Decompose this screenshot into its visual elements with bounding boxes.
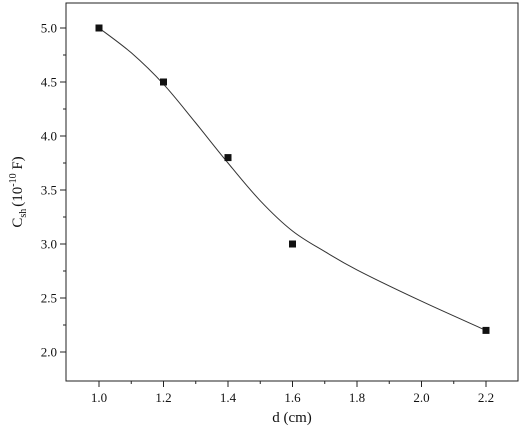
plot-frame [65, 2, 519, 382]
y-label-sup: -10 [8, 173, 19, 186]
x-tick-label: 2.2 [478, 390, 494, 405]
x-axis-ticks: 1.0 1.2 1.4 1.6 1.8 2.0 2.2 [91, 381, 494, 405]
x-tick-label: 1.6 [284, 390, 301, 405]
data-point [224, 154, 232, 162]
data-point [482, 326, 490, 334]
x-tick-label: 1.8 [349, 390, 365, 405]
y-label-mid: (10 [10, 187, 26, 207]
y-label-end: F) [10, 156, 26, 173]
x-tick-label: 2.0 [413, 390, 429, 405]
y-tick-label: 2.0 [41, 345, 57, 360]
fit-curve [98, 27, 487, 331]
x-tick-label: 1.0 [91, 390, 107, 405]
y-axis-label: Csh (10-10 F) [8, 156, 29, 227]
x-axis-label: d (cm) [272, 410, 312, 426]
y-tick-label: 2.5 [41, 291, 57, 306]
y-tick-label: 4.0 [41, 129, 57, 144]
y-tick-label: 5.0 [41, 21, 57, 36]
y-label-sub: sh [18, 209, 29, 218]
y-tick-label: 3.0 [41, 237, 57, 252]
x-tick-label: 1.4 [220, 390, 237, 405]
x-tick-label: 1.2 [155, 390, 171, 405]
data-point [289, 240, 296, 248]
y-tick-label: 3.5 [41, 183, 57, 198]
data-point [95, 24, 103, 32]
y-label-base: C [10, 218, 26, 228]
data-point [160, 78, 167, 86]
data-points [95, 24, 490, 334]
y-tick-label: 4.5 [41, 75, 57, 90]
y-axis-ticks: 2.0 2.5 3.0 3.5 4.0 4.5 5.0 [41, 21, 66, 360]
